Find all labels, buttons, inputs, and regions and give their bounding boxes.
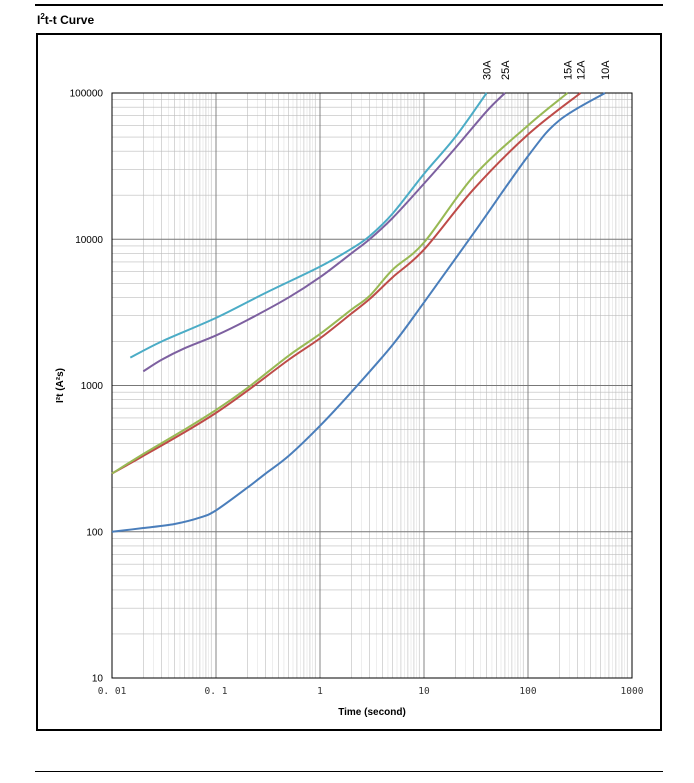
x-tick-label: 0. 1	[205, 686, 228, 697]
series-layer	[111, 92, 606, 533]
x-axis-title: Time (second)	[338, 707, 406, 718]
y-axis-title: I²t (A²s)	[55, 368, 66, 403]
series-line-25a	[142, 92, 506, 373]
series-label-12a: 12A	[576, 60, 588, 80]
page-heading: I2t-t Curve	[37, 12, 94, 27]
heading-superscript: 2	[40, 12, 45, 21]
y-tick-label: 1000	[81, 381, 104, 392]
x-tick-label: 1	[317, 686, 323, 697]
series-line-15a	[111, 92, 569, 475]
series-label-25a: 25A	[500, 60, 512, 80]
heading-suffix: t-t Curve	[44, 13, 95, 27]
bottom-rule	[35, 771, 663, 772]
y-tick-label: 100000	[70, 89, 104, 100]
x-tick-label: 100	[519, 686, 536, 697]
x-tick-label: 1000	[621, 686, 644, 697]
y-tick-label: 10	[92, 674, 104, 685]
series-label-30a: 30A	[482, 60, 494, 80]
series-line-30a	[129, 92, 488, 359]
y-tick-label: 100	[86, 527, 103, 538]
y-tick-labels: 10 100 1000 10000 100000	[70, 89, 104, 685]
y-tick-label: 10000	[75, 235, 103, 246]
plot-border	[111, 92, 633, 679]
x-tick-labels: 0. 01 0. 1 1 10 100 1000	[98, 686, 644, 697]
series-line-12a	[111, 92, 582, 475]
series-line-10a	[111, 92, 606, 533]
x-tick-label: 10	[418, 686, 430, 697]
series-label-10a: 10A	[600, 60, 612, 80]
series-label-15a: 15A	[563, 60, 575, 80]
x-tick-label: 0. 01	[98, 686, 127, 697]
heading-prefix: I	[37, 13, 41, 27]
grid-major	[111, 92, 633, 679]
top-rule	[35, 4, 663, 6]
chart-frame	[36, 33, 662, 731]
